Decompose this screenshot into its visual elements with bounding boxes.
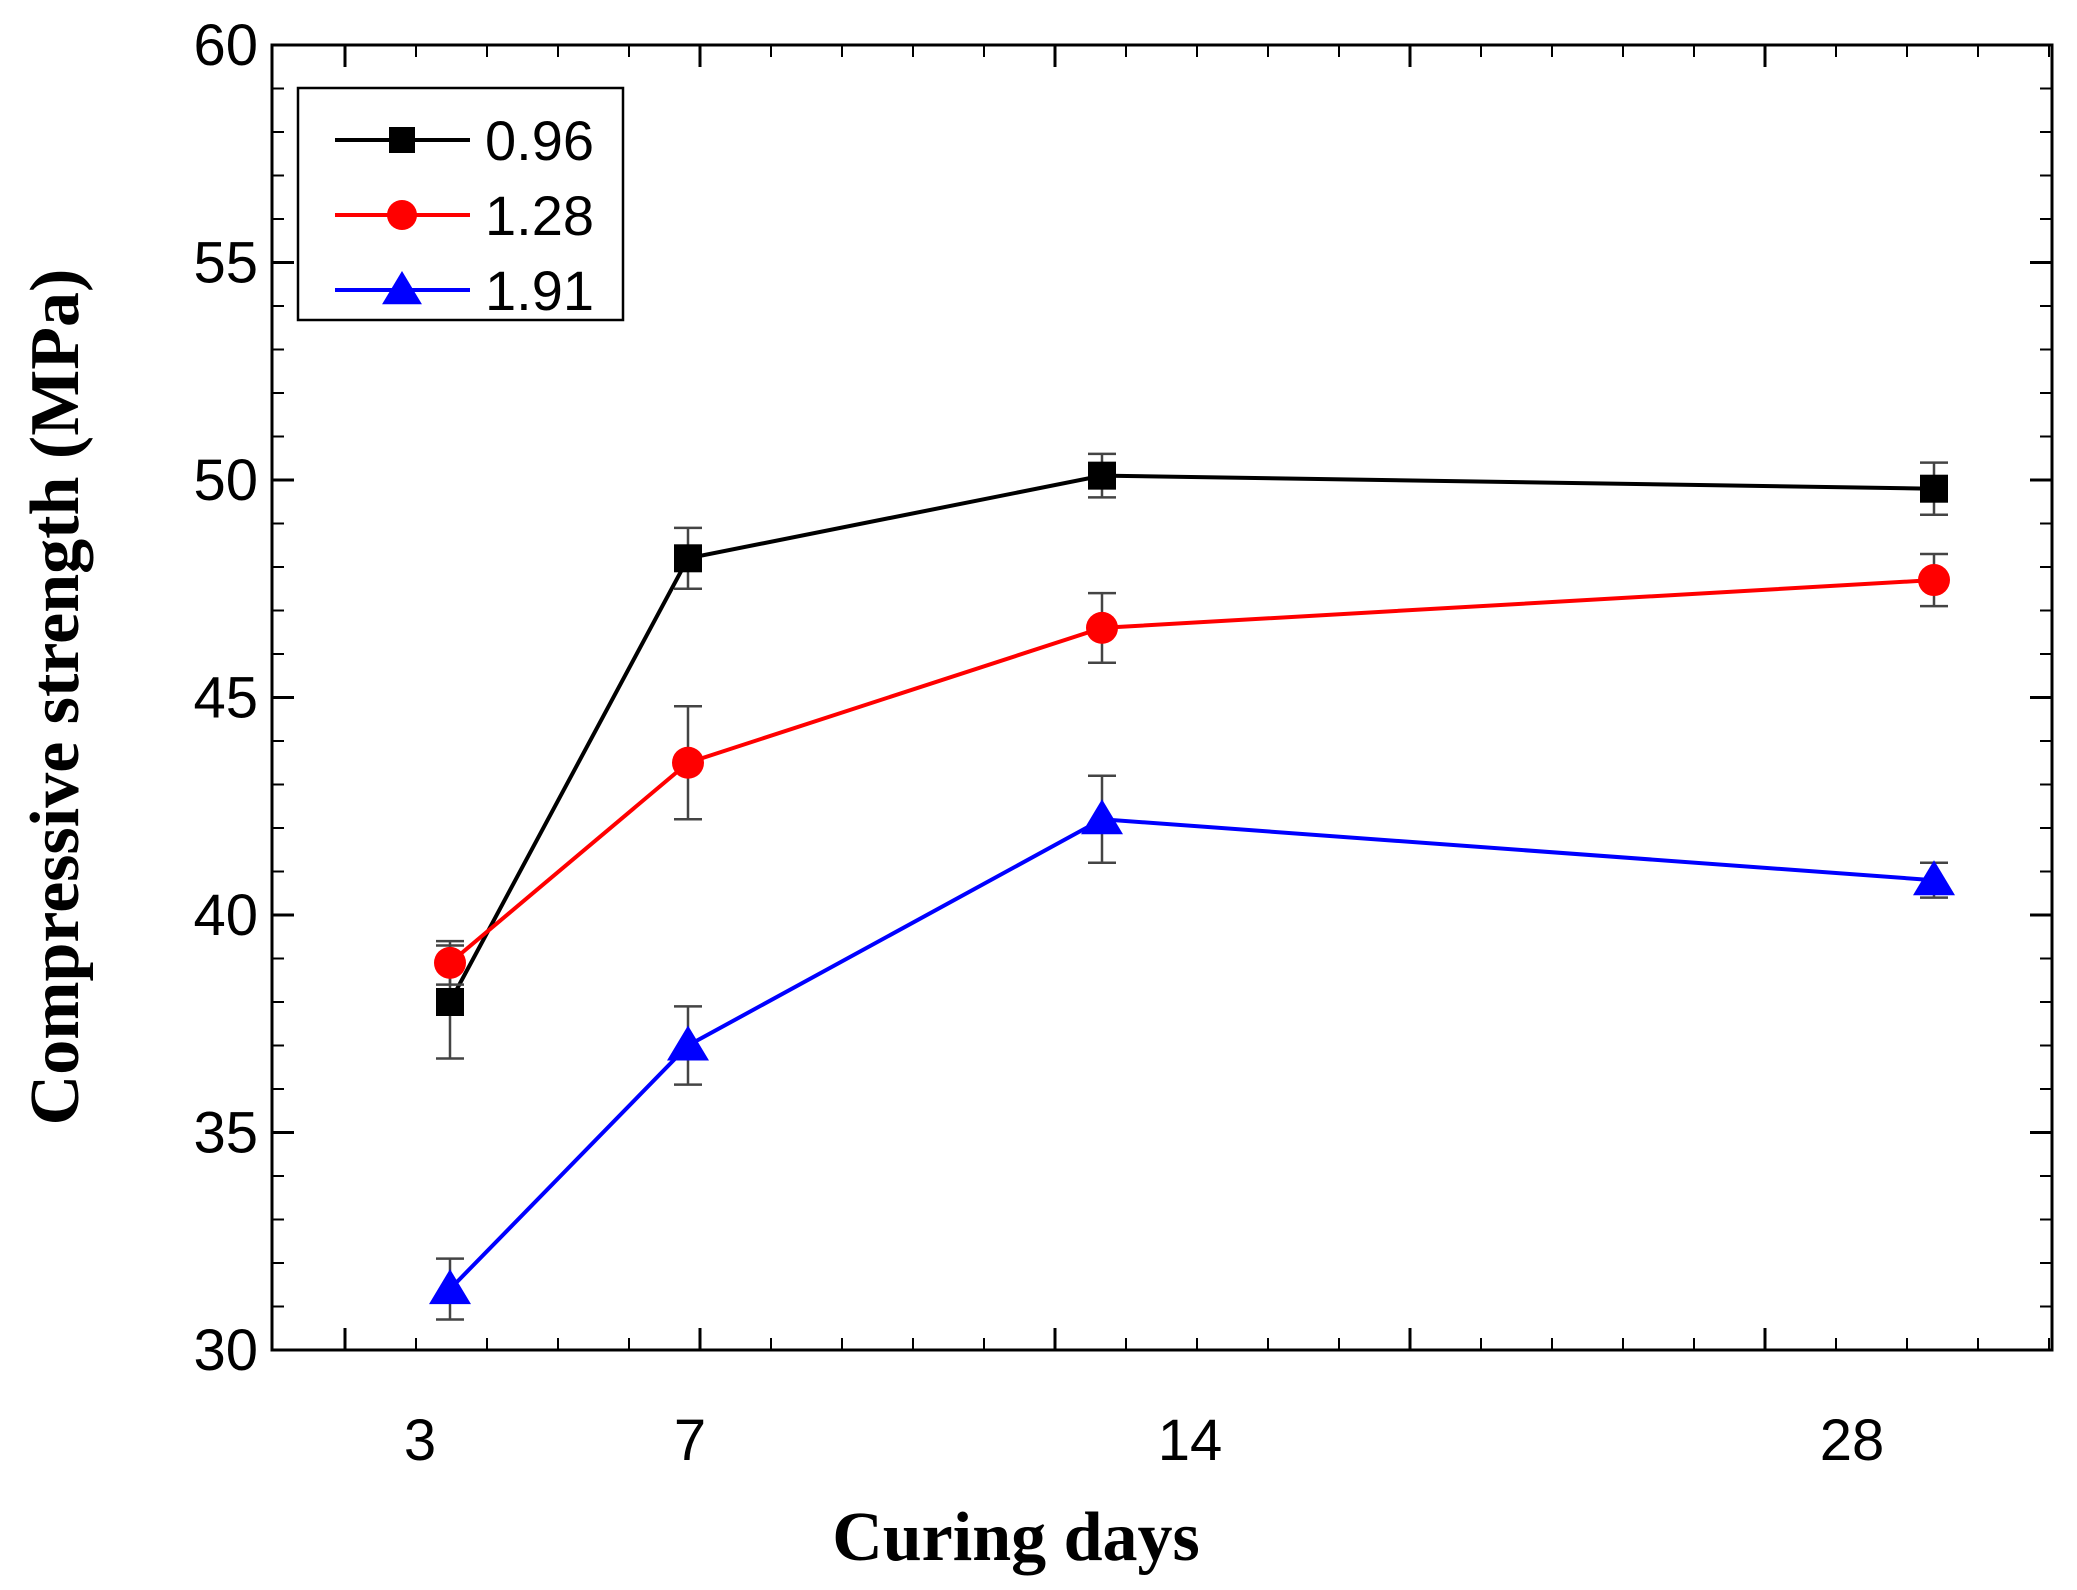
data-point	[1920, 474, 1948, 503]
legend-label: 1.91	[485, 259, 594, 322]
y-tick-label: 55	[193, 231, 258, 296]
legend-box	[296, 86, 625, 322]
x-axis-title: Curing days	[832, 1499, 1200, 1576]
y-tick-label: 50	[193, 448, 258, 513]
legend-marker	[387, 200, 417, 230]
series-1.28	[434, 552, 1950, 986]
y-tick-label: 30	[193, 1318, 258, 1383]
series-1.91	[429, 774, 1955, 1321]
y-tick-label: 35	[193, 1101, 258, 1166]
y-tick-label: 45	[193, 666, 258, 731]
legend-items: 0.96 1.28 1.91	[335, 109, 594, 322]
data-point	[1086, 611, 1118, 644]
series-line	[448, 817, 1935, 1291]
data-point	[434, 946, 466, 979]
data-point	[1088, 461, 1116, 490]
x-tick-label: 7	[674, 1408, 706, 1473]
series-0.96	[436, 452, 1948, 1060]
x-tick-label: 14	[1158, 1408, 1223, 1473]
y-axis-ticks: 30 35 40 45 50 55 60	[193, 13, 2052, 1383]
data-point	[672, 746, 704, 779]
y-tick-label: 40	[193, 883, 258, 948]
x-axis-ticks: 3 7 14 28	[343, 45, 2050, 1473]
data-point	[1918, 564, 1950, 597]
series-line	[448, 473, 1935, 1003]
y-axis-title: Compressive strength (MPa)	[17, 269, 94, 1126]
legend: 0.96 1.28 1.91	[296, 86, 625, 322]
data-point	[1913, 860, 1955, 896]
x-tick-label: 3	[404, 1408, 436, 1473]
data-point	[667, 1025, 709, 1061]
legend-marker	[382, 271, 422, 305]
data-point	[436, 988, 464, 1016]
legend-marker	[389, 127, 415, 153]
legend-label: 1.28	[485, 184, 594, 247]
y-tick-label: 60	[193, 13, 258, 78]
data-point	[674, 544, 702, 573]
data-point	[1081, 799, 1123, 835]
x-tick-label: 28	[1820, 1408, 1885, 1473]
legend-label: 0.96	[485, 109, 594, 172]
series-line	[448, 578, 1935, 965]
data-point	[429, 1269, 471, 1305]
series-layer	[429, 452, 1955, 1321]
